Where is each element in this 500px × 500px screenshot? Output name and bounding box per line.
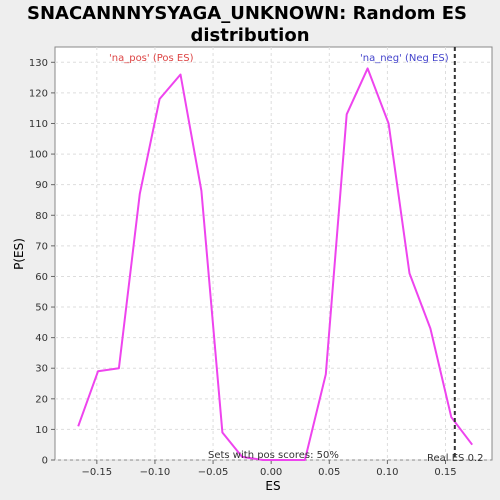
grid-lines <box>55 47 492 461</box>
y-tick-label: 130 <box>29 58 48 69</box>
series-line-0 <box>77 67 473 461</box>
y-tick-label: 90 <box>35 180 48 191</box>
series-lines <box>77 67 473 461</box>
y-tick-label: 20 <box>35 394 48 405</box>
plot-area <box>54 46 493 461</box>
y-axis: 0 10 20 30 40 50 60 70 80 90 100 110 120 130 <box>29 58 55 467</box>
x-axis: −0.15 −0.10 −0.05 0.00 0.05 0.10 0.15 <box>82 460 457 478</box>
y-tick-label: 50 <box>35 303 48 314</box>
real-es-label: Real ES 0.2 <box>427 453 483 464</box>
y-tick-label: 40 <box>35 333 48 344</box>
x-axis-label: ES <box>265 479 280 493</box>
y-tick-label: 0 <box>42 456 48 467</box>
x-tick-label: 0.00 <box>260 467 282 478</box>
sets-pos-label: Sets with pos scores: 50% <box>208 450 339 461</box>
pos-es-label: 'na_pos' (Pos ES) <box>109 53 194 64</box>
y-tick-label: 80 <box>35 211 48 222</box>
x-tick-label: 0.15 <box>434 467 456 478</box>
y-tick-label: 70 <box>35 241 48 252</box>
y-tick-label: 110 <box>29 119 48 130</box>
chart-title-line-1: SNACANNNYSYAGA_UNKNOWN: Random ES <box>27 3 467 24</box>
x-tick-label: −0.05 <box>198 467 229 478</box>
y-tick-label: 60 <box>35 272 48 283</box>
x-tick-label: 0.05 <box>318 467 340 478</box>
chart-title-line-2: distribution <box>190 25 309 46</box>
y-tick-label: 120 <box>29 88 48 99</box>
x-tick-label: −0.15 <box>82 467 113 478</box>
y-tick-label: 100 <box>29 150 48 161</box>
neg-es-label: 'na_neg' (Neg ES) <box>360 53 449 64</box>
y-axis-label: P(ES) <box>12 238 26 270</box>
y-tick-label: 30 <box>35 364 48 375</box>
x-tick-label: 0.10 <box>376 467 398 478</box>
y-tick-label: 10 <box>35 425 48 436</box>
x-tick-label: −0.10 <box>140 467 171 478</box>
